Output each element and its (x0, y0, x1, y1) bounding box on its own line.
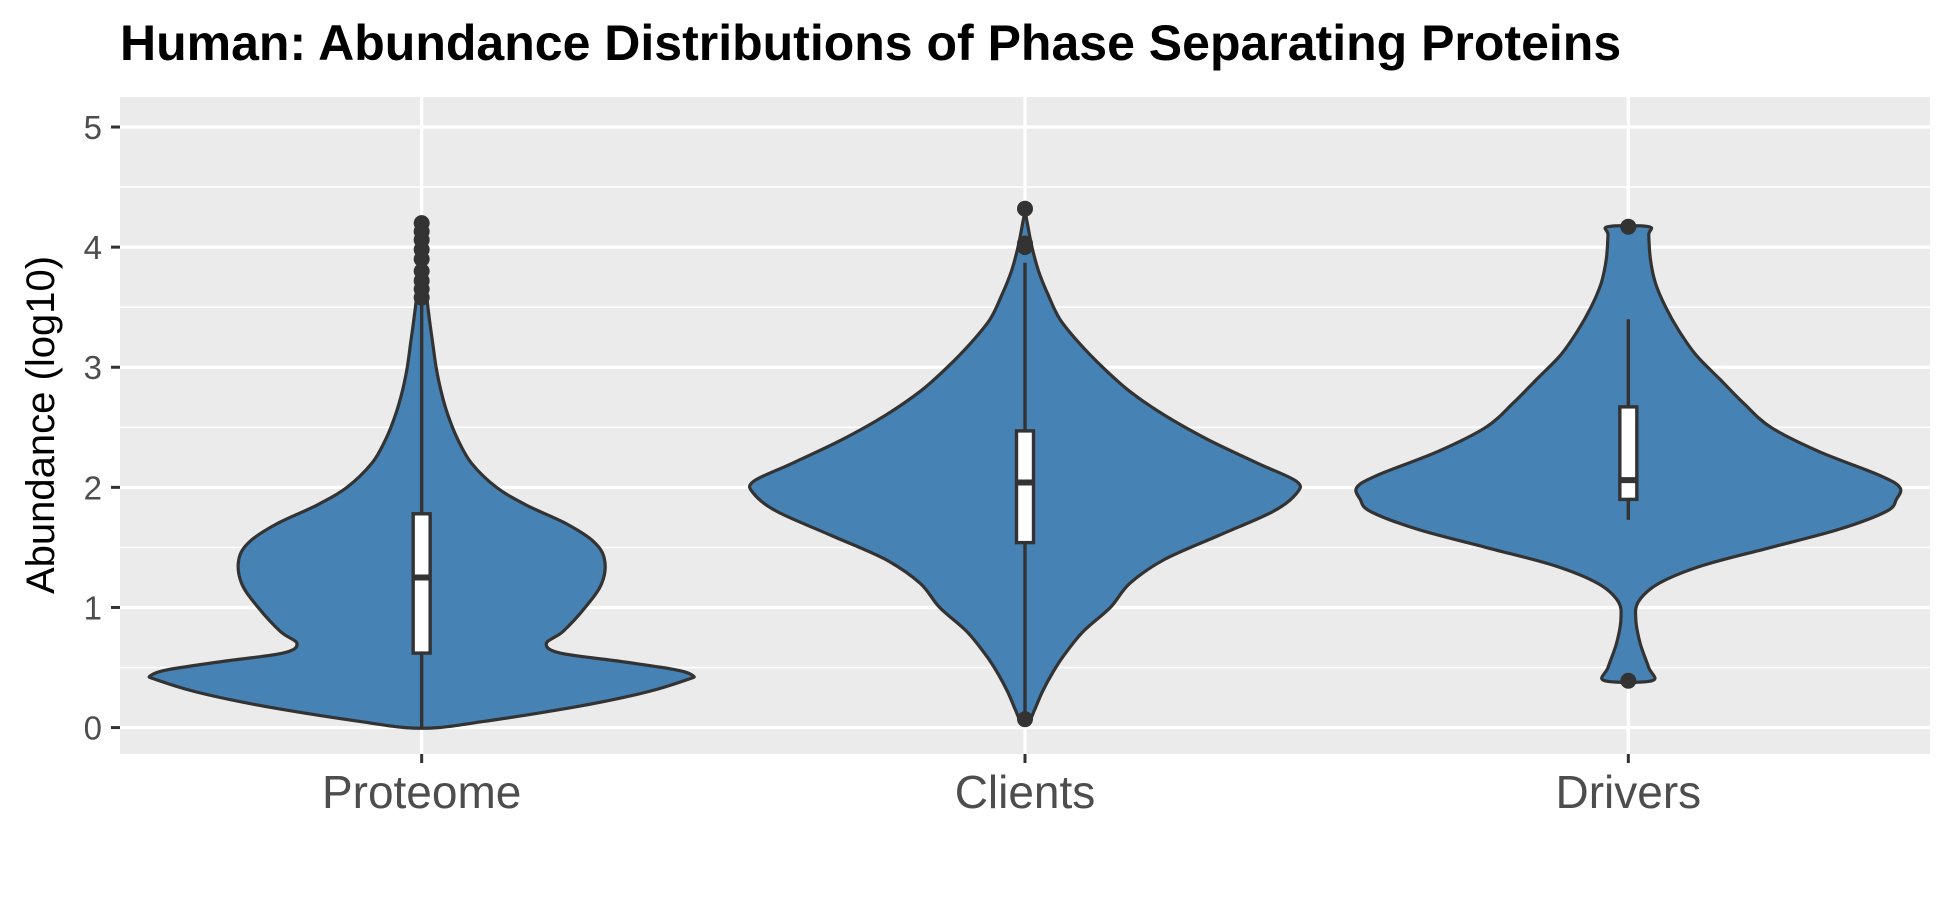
outlier-point (1620, 672, 1637, 689)
x-tick-label: Clients (955, 766, 1096, 818)
outlier-point (1017, 711, 1033, 728)
axis-layer: 0 1 2 3 4 5 Proteome Clients Drivers (84, 109, 1702, 818)
y-axis-label: Abundance (log10) (19, 256, 63, 594)
x-tick-label: Proteome (322, 766, 521, 818)
y-tick-label: 1 (84, 589, 102, 626)
y-tick-label: 2 (84, 469, 102, 506)
violin-group (748, 200, 1302, 728)
violin-group (1354, 218, 1903, 689)
y-tick-label: 5 (84, 109, 102, 146)
y-tick-label: 3 (84, 349, 102, 386)
outlier-point (1620, 218, 1637, 235)
x-tick-label: Drivers (1555, 766, 1701, 818)
outlier-point (413, 263, 430, 280)
y-tick-label: 0 (84, 710, 102, 747)
chart-title: Human: Abundance Distributions of Phase … (120, 15, 1621, 71)
iqr-box (411, 512, 432, 655)
violin-layer (147, 200, 1903, 730)
outlier-point (1017, 235, 1033, 252)
iqr-box (1014, 429, 1036, 545)
outlier-point (1017, 200, 1033, 217)
violin-group (147, 215, 696, 730)
iqr-box (1618, 405, 1639, 502)
y-tick-label: 4 (84, 229, 102, 266)
outlier-point (413, 215, 430, 232)
